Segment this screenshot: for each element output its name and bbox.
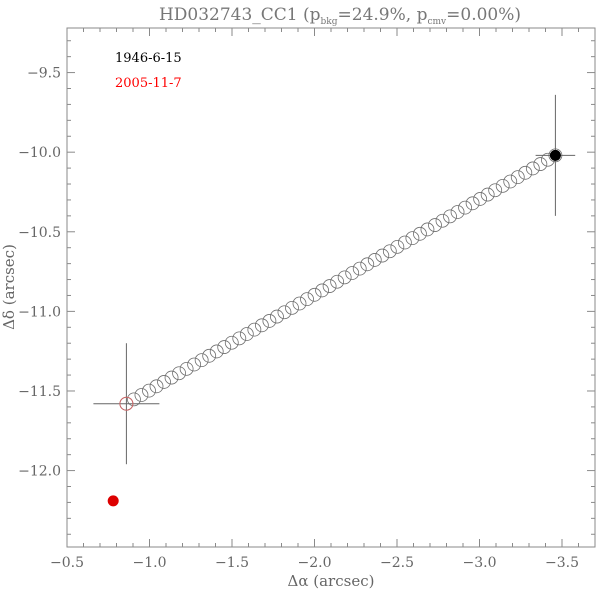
- track-circle: [307, 287, 322, 302]
- track-circle: [194, 353, 209, 368]
- chart-title: HD032743_CC1 (pbkg=24.9%, pcmv=0.00%): [159, 5, 521, 27]
- track-circle: [367, 253, 382, 267]
- track-circle: [285, 300, 299, 315]
- track-circle: [375, 248, 390, 263]
- track-circle: [518, 165, 533, 180]
- track-circle: [428, 218, 442, 232]
- track-circle: [142, 383, 156, 398]
- track-circle: [405, 231, 420, 246]
- track-circle: [179, 361, 194, 376]
- track-circle: [315, 283, 329, 298]
- track-circle: [247, 322, 262, 337]
- track-circle: [149, 379, 164, 394]
- track-circle: [127, 392, 141, 407]
- epoch-2005-observed-marker: [107, 495, 119, 507]
- track-circle: [480, 187, 495, 202]
- track-circle: [435, 213, 450, 228]
- y-axis-ticks: −9.5 −10.0 −10.5 −11.0 −11.5 −12.0: [18, 40, 595, 535]
- y-tick-label: −12.0: [18, 464, 61, 480]
- track-circle: [224, 335, 239, 350]
- epoch-2005-predicted-marker: [119, 396, 134, 411]
- track-circle: [420, 222, 435, 237]
- y-tick-label: −11.5: [18, 384, 61, 400]
- track-circle: [390, 239, 405, 254]
- track-circle: [209, 344, 224, 359]
- track-circle: [495, 178, 510, 193]
- track-circle: [254, 318, 269, 333]
- track-circle: [465, 196, 480, 211]
- x-tick-label: −2.5: [380, 555, 414, 571]
- track-circle: [450, 205, 465, 219]
- y-axis-label: Δδ (arcsec): [0, 244, 18, 330]
- background-track: [119, 148, 563, 411]
- track-circle: [292, 296, 307, 311]
- track-circle: [345, 266, 360, 280]
- x-tick-label: −1.5: [215, 555, 249, 571]
- track-circle: [525, 161, 540, 176]
- track-circle: [382, 244, 397, 259]
- track-circle: [134, 388, 149, 402]
- track-circle: [533, 157, 548, 171]
- track-circle: [473, 192, 488, 206]
- track-circle: [270, 309, 284, 324]
- x-tick-label: −0.5: [50, 555, 84, 571]
- track-circle: [164, 370, 179, 385]
- y-tick-label: −10.5: [18, 225, 61, 241]
- track-circle: [337, 270, 352, 285]
- x-tick-label: −1.0: [133, 555, 167, 571]
- data-points: [93, 94, 576, 507]
- track-circle: [322, 279, 337, 293]
- track-circle: [352, 261, 367, 276]
- track-circle: [360, 257, 375, 272]
- track-circle: [239, 327, 254, 341]
- x-tick-label: −2.0: [298, 555, 332, 571]
- track-circle: [277, 305, 292, 320]
- track-circle: [503, 174, 518, 189]
- track-circle: [187, 357, 202, 372]
- epoch-1946-marker: [549, 149, 561, 161]
- legend-entry-1946: 1946-6-15: [115, 51, 182, 66]
- y-tick-label: −10.0: [18, 145, 61, 161]
- track-circle: [232, 331, 247, 346]
- x-axis-ticks: −0.5 −1.0 −1.5 −2.0 −2.5 −3.0 −3.5: [50, 28, 579, 571]
- track-circle: [172, 366, 186, 381]
- track-circle: [202, 348, 217, 363]
- track-circle: [510, 170, 525, 185]
- legend-entry-2005: 2005-11-7: [115, 76, 182, 91]
- track-circle: [217, 340, 232, 354]
- track-circle: [330, 274, 345, 289]
- x-axis-label: Δα (arcsec): [288, 572, 375, 590]
- track-circle: [443, 209, 457, 224]
- track-circle: [300, 292, 314, 307]
- y-tick-label: −11.0: [18, 304, 61, 320]
- y-tick-label: −9.5: [27, 66, 61, 82]
- title-subscript-bkg: bkg: [321, 17, 338, 27]
- track-circle: [262, 314, 277, 328]
- track-circle: [413, 226, 427, 241]
- track-circle: [458, 200, 472, 215]
- plot-frame: [66, 27, 596, 548]
- x-tick-label: −3.0: [463, 555, 497, 571]
- title-subscript-cmv: cmv: [427, 17, 447, 27]
- track-circle: [157, 375, 171, 389]
- track-circle: [488, 183, 503, 198]
- x-tick-label: −3.5: [545, 555, 579, 571]
- track-circle: [397, 235, 412, 250]
